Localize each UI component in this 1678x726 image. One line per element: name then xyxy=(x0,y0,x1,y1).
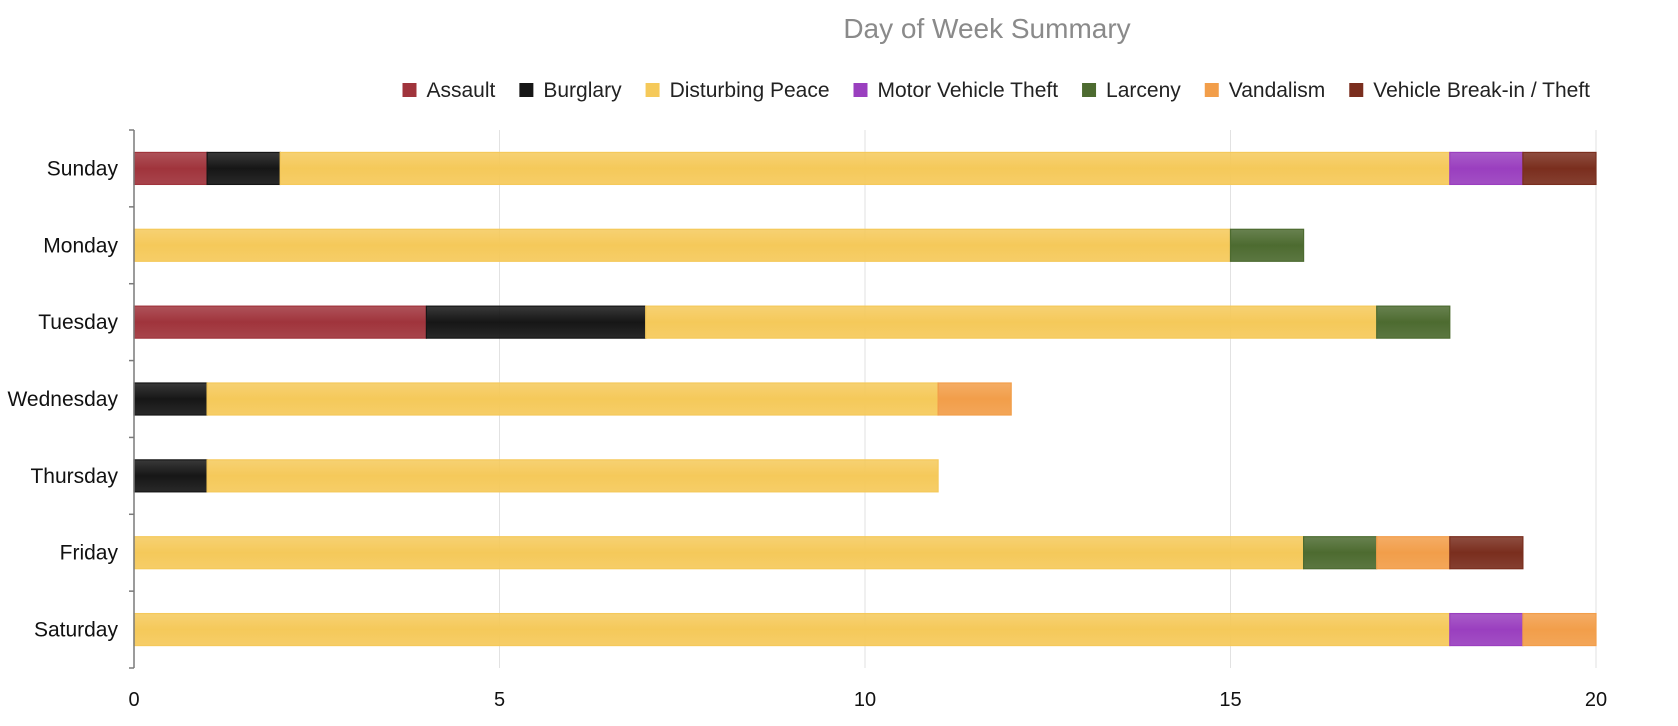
bar-segment[interactable] xyxy=(1449,536,1524,570)
bar-segment[interactable] xyxy=(279,151,1451,186)
bar-segment[interactable] xyxy=(206,382,939,416)
legend-label[interactable]: Assault xyxy=(427,79,496,102)
y-category-label: Wednesday xyxy=(7,388,118,411)
legend-label[interactable]: Burglary xyxy=(543,79,622,102)
legend-label[interactable]: Vandalism xyxy=(1229,79,1326,102)
bar-segment[interactable] xyxy=(1522,151,1597,186)
x-tick-label: 15 xyxy=(1219,689,1241,711)
x-tick-label: 5 xyxy=(494,689,505,711)
legend: Assault Burglary Disturbing Peace Motor Veh… xyxy=(402,79,1590,102)
legend-label[interactable]: Larceny xyxy=(1106,79,1181,102)
bar-segment[interactable] xyxy=(133,382,208,416)
x-tick-label: 20 xyxy=(1585,689,1607,711)
legend-label[interactable]: Disturbing Peace xyxy=(670,79,830,102)
legend-swatch[interactable] xyxy=(1349,83,1364,97)
bar-segment[interactable] xyxy=(1302,536,1378,570)
chart-title: Day of Week Summary xyxy=(843,13,1130,44)
legend-swatch[interactable] xyxy=(645,83,660,97)
legend-swatch[interactable] xyxy=(402,83,417,97)
y-category-label: Sunday xyxy=(47,157,119,180)
bar-segment[interactable] xyxy=(133,305,427,339)
y-category-label: Monday xyxy=(43,234,118,257)
y-category-label: Friday xyxy=(60,542,119,565)
bar-segment[interactable] xyxy=(937,382,1012,416)
x-tick-label: 10 xyxy=(854,689,876,711)
legend-label[interactable]: Vehicle Break-in / Theft xyxy=(1373,79,1590,102)
bar-segment[interactable] xyxy=(133,228,1232,262)
y-category-label: Saturday xyxy=(34,619,119,642)
y-category-label: Tuesday xyxy=(38,311,118,334)
bar-segment[interactable] xyxy=(1229,228,1305,262)
legend-swatch[interactable] xyxy=(1082,83,1097,97)
legend-swatch[interactable] xyxy=(519,83,534,97)
bar-segment[interactable] xyxy=(133,612,1451,647)
bar-segment[interactable] xyxy=(1449,612,1524,647)
legend-label[interactable]: Motor Vehicle Theft xyxy=(878,79,1059,102)
y-category-label: Thursday xyxy=(30,465,118,488)
bar-segment[interactable] xyxy=(1376,536,1451,570)
axes: 0 5 10 15 20 Sunday Monday Tuesday Wednesday Thur… xyxy=(7,129,1607,711)
bar-segment[interactable] xyxy=(645,305,1378,339)
bar-segment[interactable] xyxy=(425,305,647,339)
bar-segment[interactable] xyxy=(133,151,208,186)
bar-segment[interactable] xyxy=(206,151,281,186)
bar-segment[interactable] xyxy=(133,459,208,493)
bar-segment[interactable] xyxy=(1376,305,1451,339)
bar-segment[interactable] xyxy=(1522,612,1597,647)
legend-swatch[interactable] xyxy=(1204,83,1219,97)
x-tick-label: 0 xyxy=(128,689,139,711)
bar-segment[interactable] xyxy=(1449,151,1524,186)
legend-swatch[interactable] xyxy=(853,83,868,97)
bars xyxy=(133,151,1597,647)
bar-segment[interactable] xyxy=(133,536,1305,570)
bar-segment[interactable] xyxy=(206,459,939,493)
